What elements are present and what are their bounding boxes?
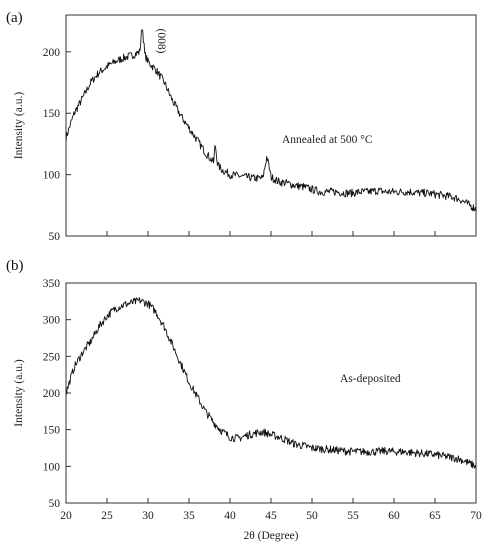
x-tick-label: 40 [224, 510, 236, 522]
y-tick-label: 100 [43, 170, 61, 182]
x-tick-label: 25 [101, 510, 113, 522]
y-tick-label: 200 [43, 388, 61, 400]
x-tick-label: 50 [306, 510, 318, 522]
x-tick-label: 30 [142, 510, 154, 522]
xrd-trace [65, 297, 477, 469]
y-tick-label: 150 [43, 108, 61, 120]
xrd-trace [65, 29, 477, 212]
x-tick-label: 65 [429, 510, 441, 522]
x-tick-label: 55 [347, 510, 359, 522]
y-tick-label: 150 [43, 425, 61, 437]
plot-frame [65, 282, 477, 504]
y-tick-label: 250 [43, 351, 61, 363]
y-tick-label: 50 [49, 231, 61, 243]
condition-annotation: Annealed at 500 °C [282, 134, 373, 146]
y-axis-title: Intensity (a.u.) [13, 359, 25, 427]
y-tick-label: 350 [43, 278, 61, 290]
x-tick-label: 60 [388, 510, 400, 522]
y-tick-label: 50 [49, 498, 61, 510]
plot-frame [65, 14, 477, 237]
peak-label: (008) [155, 29, 167, 54]
y-tick-label: 100 [43, 461, 61, 473]
y-axis-title: Intensity (a.u.) [13, 92, 25, 160]
panel-b: 50 100 150 200 250 300 350 20 25 30 35 40 45 50 55 60 65… [6, 258, 482, 542]
y-tick-label: 200 [43, 47, 61, 59]
x-tick-label: 45 [265, 510, 277, 522]
y-tick-label: 300 [43, 315, 61, 327]
x-tick-label: 35 [183, 510, 195, 522]
panel-label: (b) [6, 258, 24, 274]
x-tick-label: 70 [470, 510, 482, 522]
condition-annotation: As-deposited [340, 373, 401, 385]
x-axis-title: 2θ (Degree) [244, 530, 299, 542]
panel-label: (a) [6, 10, 23, 26]
panel-a: 50 100 150 200 Intensity (a.u.) (a) Annealed a… [6, 10, 477, 243]
x-tick-label: 20 [60, 510, 72, 522]
